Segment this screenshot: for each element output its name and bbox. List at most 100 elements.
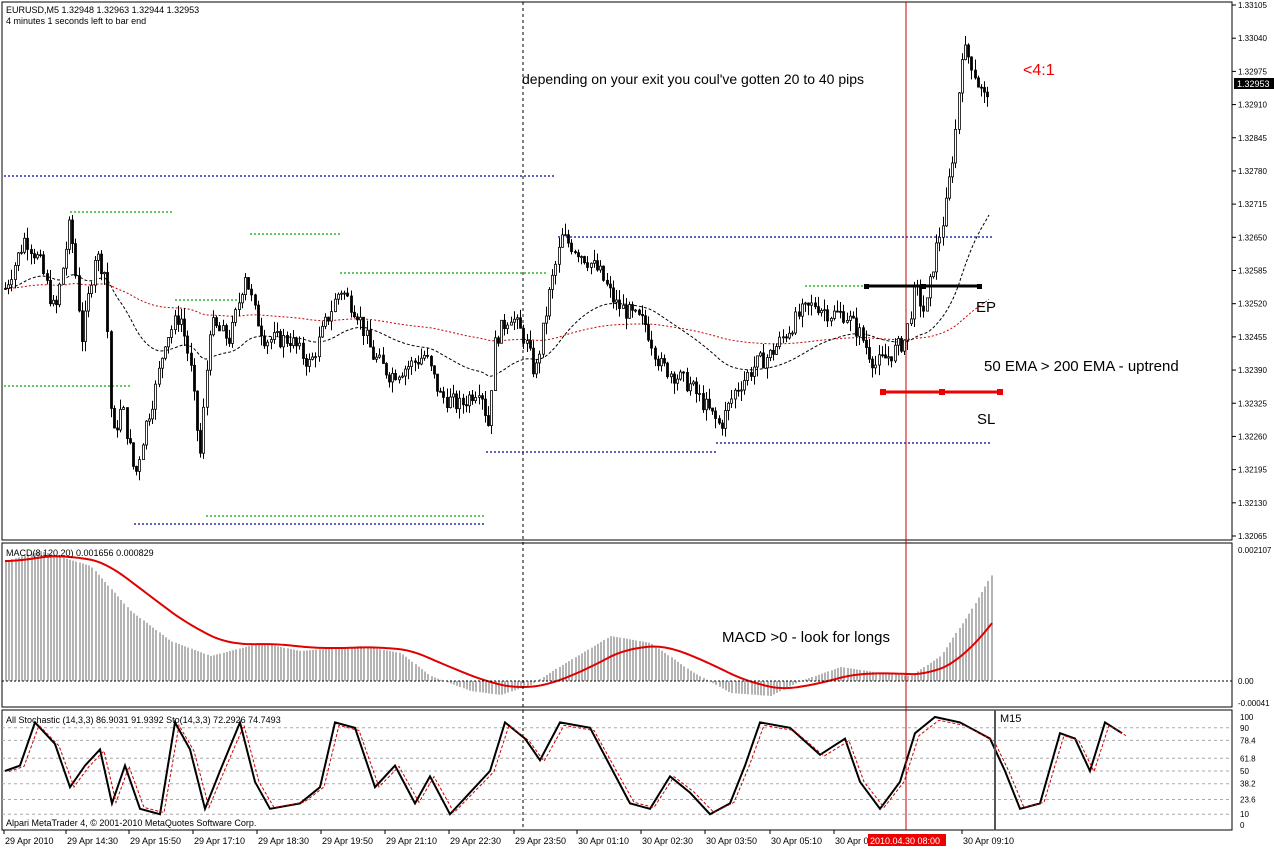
candle-body bbox=[792, 333, 794, 334]
candle-body bbox=[712, 408, 714, 411]
macd-bar bbox=[827, 671, 829, 681]
time-tick-label: 29 Apr 23:50 bbox=[515, 836, 566, 846]
macd-bar bbox=[664, 653, 666, 681]
macd-bar bbox=[207, 655, 209, 681]
candle-body bbox=[290, 343, 292, 345]
stoch-tick-label: 90 bbox=[1240, 724, 1249, 733]
candle-body bbox=[495, 338, 497, 391]
candle-body bbox=[56, 300, 58, 304]
macd-bar bbox=[95, 571, 97, 681]
macd-bar bbox=[549, 673, 551, 681]
macd-bar bbox=[34, 553, 36, 681]
candle-body bbox=[165, 347, 167, 358]
candle-body bbox=[811, 303, 813, 305]
candle-body bbox=[581, 257, 583, 258]
candle-body bbox=[79, 276, 81, 311]
candle-body bbox=[501, 320, 503, 343]
macd-bar bbox=[15, 558, 17, 681]
candle-body bbox=[146, 421, 148, 445]
macd-bar bbox=[226, 652, 228, 681]
candle-body bbox=[136, 466, 138, 471]
macd-bar bbox=[658, 648, 660, 681]
macd-bar bbox=[479, 681, 481, 692]
candle-body bbox=[872, 359, 874, 368]
macd-bar bbox=[808, 678, 810, 681]
candle-body bbox=[968, 45, 970, 57]
macd-bar bbox=[485, 681, 487, 693]
candle-body bbox=[315, 357, 317, 358]
copyright: Alpari MetaTrader 4, © 2001-2010 MetaQuo… bbox=[6, 818, 256, 828]
candle-body bbox=[248, 278, 250, 290]
macd-bar bbox=[616, 637, 618, 681]
candle-body bbox=[143, 445, 145, 460]
macd-bar bbox=[363, 647, 365, 681]
candle-body bbox=[859, 328, 861, 337]
macd-bar bbox=[399, 653, 401, 681]
candle-body bbox=[370, 330, 372, 347]
macd-bar bbox=[40, 551, 42, 681]
macd-bar bbox=[91, 568, 93, 681]
stoch-tick-label: 61.8 bbox=[1240, 754, 1256, 763]
candle-body bbox=[898, 338, 900, 345]
candle-body bbox=[245, 278, 247, 295]
macd-bar bbox=[687, 669, 689, 681]
macd-bar bbox=[815, 676, 817, 681]
macd-bar bbox=[159, 632, 161, 681]
macd-bar bbox=[901, 675, 903, 681]
macd-bar bbox=[907, 676, 909, 681]
time-tick-label: 30 Apr 01:10 bbox=[578, 836, 629, 846]
macd-bar bbox=[370, 648, 372, 681]
macd-panel[interactable] bbox=[2, 543, 1232, 707]
ratio-label: <4:1 bbox=[1023, 62, 1055, 79]
candle-body bbox=[635, 310, 637, 311]
macd-bar bbox=[85, 565, 87, 682]
candle-body bbox=[741, 390, 743, 391]
candle-body bbox=[658, 359, 660, 366]
candle-body bbox=[808, 303, 810, 305]
candle-body bbox=[363, 317, 365, 335]
candle-body bbox=[223, 326, 225, 331]
candle-body bbox=[655, 348, 657, 359]
candle-body bbox=[818, 307, 820, 313]
macd-bar bbox=[920, 669, 922, 681]
macd-bar bbox=[127, 607, 129, 681]
macd-bar bbox=[271, 645, 273, 681]
macd-bar bbox=[24, 556, 26, 681]
candle-body bbox=[843, 312, 845, 323]
candle-body bbox=[421, 358, 423, 364]
macd-bar bbox=[290, 649, 292, 681]
candle-body bbox=[251, 289, 253, 295]
candle-body bbox=[901, 338, 903, 351]
macd-bar bbox=[376, 649, 378, 681]
macd-bar bbox=[949, 643, 951, 682]
macd-bar bbox=[213, 655, 215, 681]
macd-bar bbox=[824, 673, 826, 681]
macd-bar bbox=[866, 671, 868, 681]
candle-body bbox=[184, 319, 186, 336]
candle-body bbox=[911, 319, 913, 324]
candle-body bbox=[63, 268, 65, 284]
macd-bar bbox=[527, 681, 529, 686]
candle-body bbox=[699, 393, 701, 394]
candle-body bbox=[293, 338, 295, 345]
macd-bar bbox=[267, 644, 269, 681]
candle-body bbox=[466, 405, 468, 406]
macd-bar bbox=[619, 638, 621, 681]
candle-body bbox=[719, 419, 721, 424]
price-tick-label: 1.32585 bbox=[1238, 267, 1267, 276]
macd-bar bbox=[392, 652, 394, 681]
candle-body bbox=[21, 252, 23, 253]
candle-body bbox=[882, 355, 884, 356]
candle-body bbox=[299, 343, 301, 346]
candle-body bbox=[127, 408, 129, 439]
candle-body bbox=[642, 314, 644, 315]
macd-bar bbox=[367, 647, 369, 681]
candle-body bbox=[610, 284, 612, 288]
candle-body bbox=[959, 93, 961, 129]
macd-bar bbox=[331, 648, 333, 681]
candle-body bbox=[600, 266, 602, 270]
macd-bar bbox=[821, 674, 823, 681]
candle-body bbox=[264, 336, 266, 346]
candle-body bbox=[939, 237, 941, 243]
